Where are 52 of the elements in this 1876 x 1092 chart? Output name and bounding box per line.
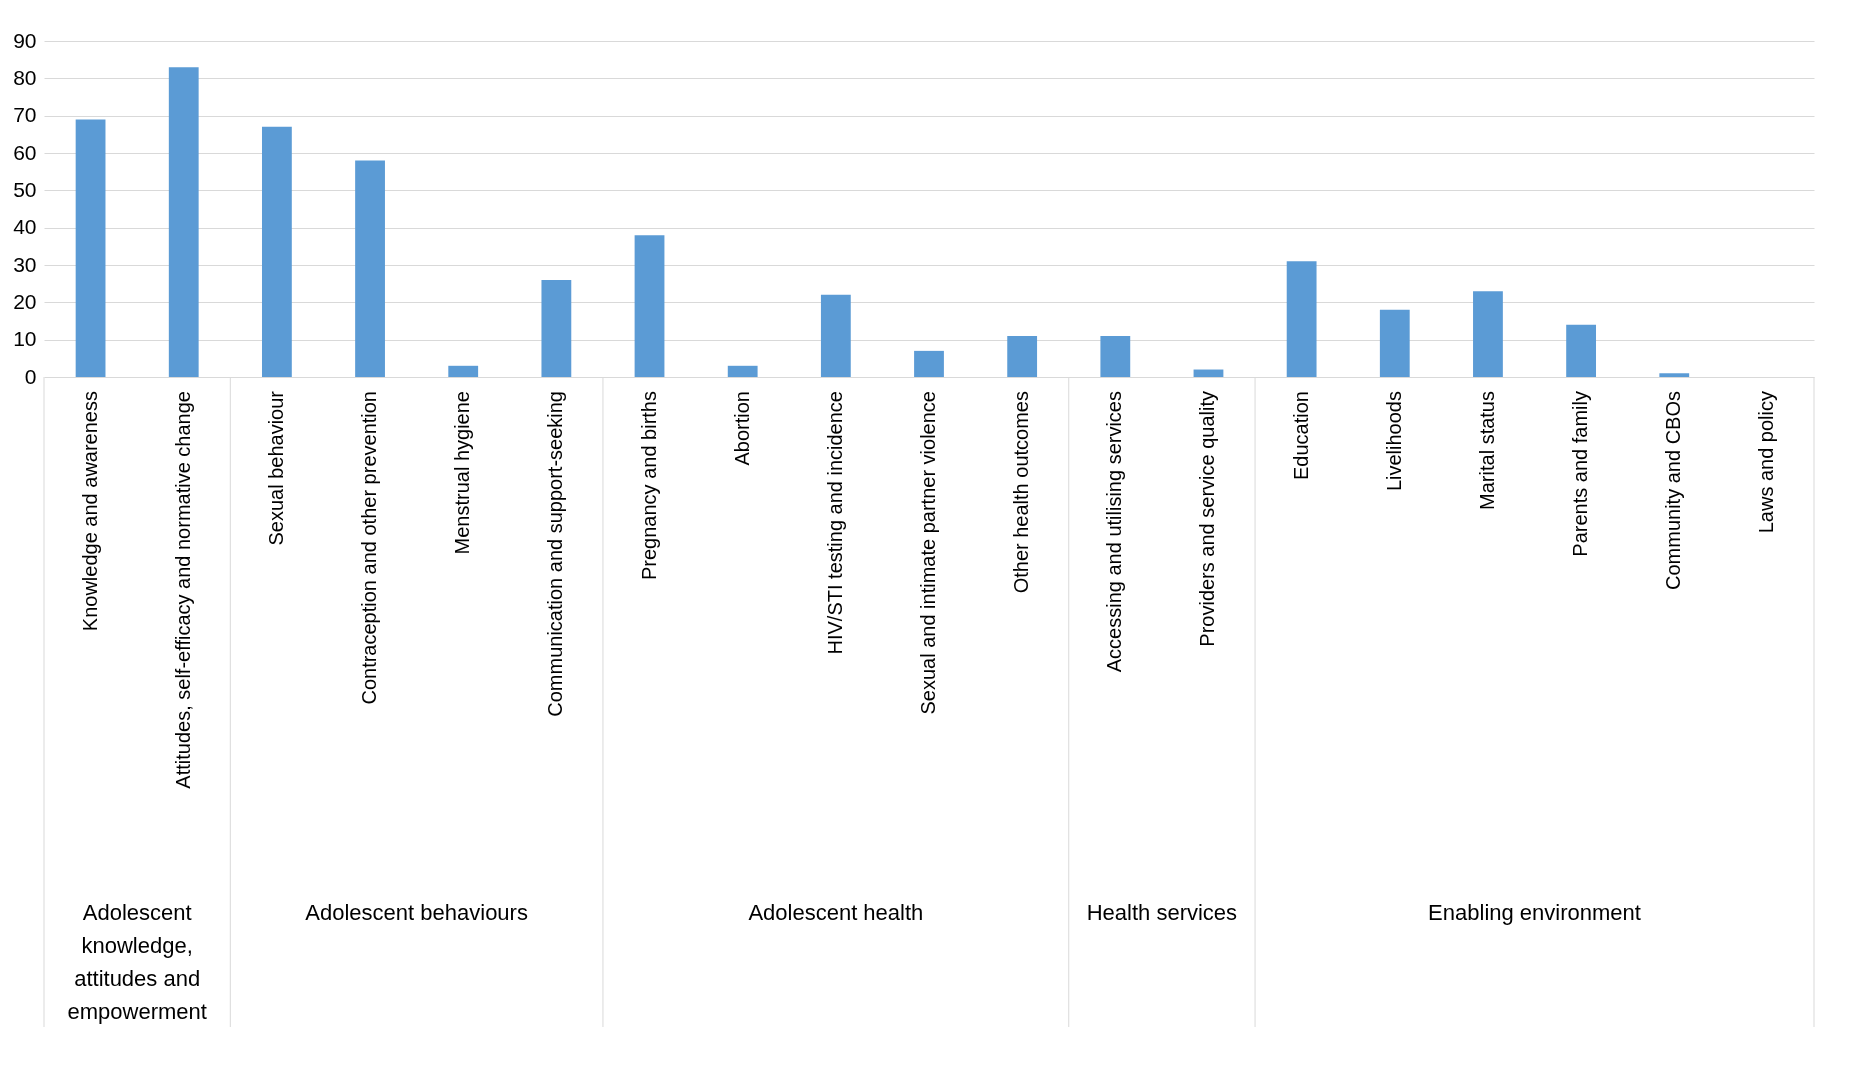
text: Adolescent behaviours: [305, 900, 528, 925]
bar: [168, 67, 199, 377]
bar: [1007, 335, 1038, 377]
bar: [1100, 335, 1131, 377]
x-tick-label: Attitudes, self-efficacy and normative change: [171, 391, 194, 789]
x-tick-label: Pregnancy and births: [637, 391, 660, 581]
x-tick-label: Menstrual hygiene: [451, 391, 474, 555]
text: Adolescent health: [748, 900, 924, 925]
x-tick-label: Communication and support-seeking: [544, 391, 567, 717]
bar: [448, 365, 479, 377]
x-tick-label: Education: [1289, 391, 1312, 480]
bar: [355, 160, 385, 377]
x-tick-label: Providers and service quality: [1196, 391, 1219, 647]
x-tick-label: Parents and family: [1569, 391, 1592, 557]
y-tick-label: 50: [13, 177, 37, 201]
y-tick-label: 80: [13, 65, 37, 89]
x-tick-label: Community and CBOs: [1662, 391, 1685, 590]
text: Health services: [1086, 900, 1238, 925]
y-tick-label: 0: [24, 364, 37, 388]
text: Enabling environment: [1428, 900, 1641, 925]
bar: [634, 235, 665, 377]
bar: [541, 279, 572, 377]
x-tick-label: Laws and policy: [1755, 391, 1778, 534]
y-tick-label: 90: [13, 28, 37, 52]
bar: [1566, 324, 1597, 377]
bar: [1379, 309, 1410, 377]
y-tick-label: 60: [13, 140, 37, 164]
bar: [727, 365, 758, 377]
bar: [261, 126, 292, 377]
x-tick-label: Sexual behaviour: [264, 390, 287, 546]
bar: [1473, 291, 1503, 377]
y-tick-label: 20: [13, 289, 37, 313]
x-tick-label: HIV/STI testing and incidence: [823, 391, 846, 655]
y-tick-label: 10: [13, 327, 37, 351]
bar: [820, 294, 851, 377]
x-tick-label: Accessing and utilising services: [1103, 391, 1126, 673]
text: Adolescent knowledge, attitudes and empowerment: [67, 900, 207, 1024]
bar: [1193, 369, 1224, 377]
x-tick-label: Marital status: [1475, 391, 1498, 510]
x-tick-label: Knowledge and awareness: [78, 391, 101, 632]
bar: [914, 350, 944, 377]
x-tick-label: Contraception and other prevention: [358, 391, 381, 705]
y-tick-label: 40: [13, 215, 37, 239]
x-tick-label: Other health outcomes: [1010, 391, 1033, 594]
bar: [75, 119, 106, 377]
y-tick-label: 30: [13, 252, 37, 276]
x-tick-label: Livelihoods: [1382, 391, 1405, 492]
bar: [1286, 261, 1317, 377]
x-tick-label: Abortion: [730, 391, 753, 466]
x-tick-label: Sexual and intimate partner violence: [917, 391, 939, 715]
y-tick-label: 70: [13, 103, 37, 127]
bar: [1659, 373, 1690, 377]
